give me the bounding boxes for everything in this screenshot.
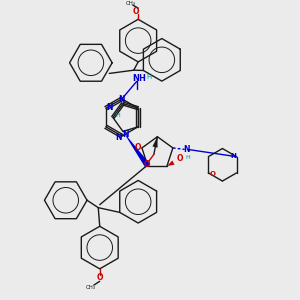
Text: O: O <box>209 171 215 177</box>
Polygon shape <box>152 137 158 148</box>
Text: N: N <box>183 145 189 154</box>
Polygon shape <box>123 131 150 168</box>
Text: N: N <box>115 133 122 142</box>
Text: O: O <box>176 154 183 163</box>
Text: N: N <box>230 153 236 159</box>
Text: CH₃: CH₃ <box>86 285 96 290</box>
Text: N: N <box>118 95 125 104</box>
Polygon shape <box>167 160 175 166</box>
Text: O: O <box>143 160 150 169</box>
Text: H: H <box>147 74 152 80</box>
Text: H: H <box>116 113 121 118</box>
Text: N: N <box>123 130 129 139</box>
Text: H: H <box>185 155 190 160</box>
Text: O: O <box>97 273 103 282</box>
Text: O: O <box>133 7 139 16</box>
Text: NH: NH <box>133 74 147 83</box>
Text: CH₃: CH₃ <box>125 1 136 6</box>
Text: N: N <box>107 103 113 112</box>
Text: O: O <box>134 142 141 152</box>
